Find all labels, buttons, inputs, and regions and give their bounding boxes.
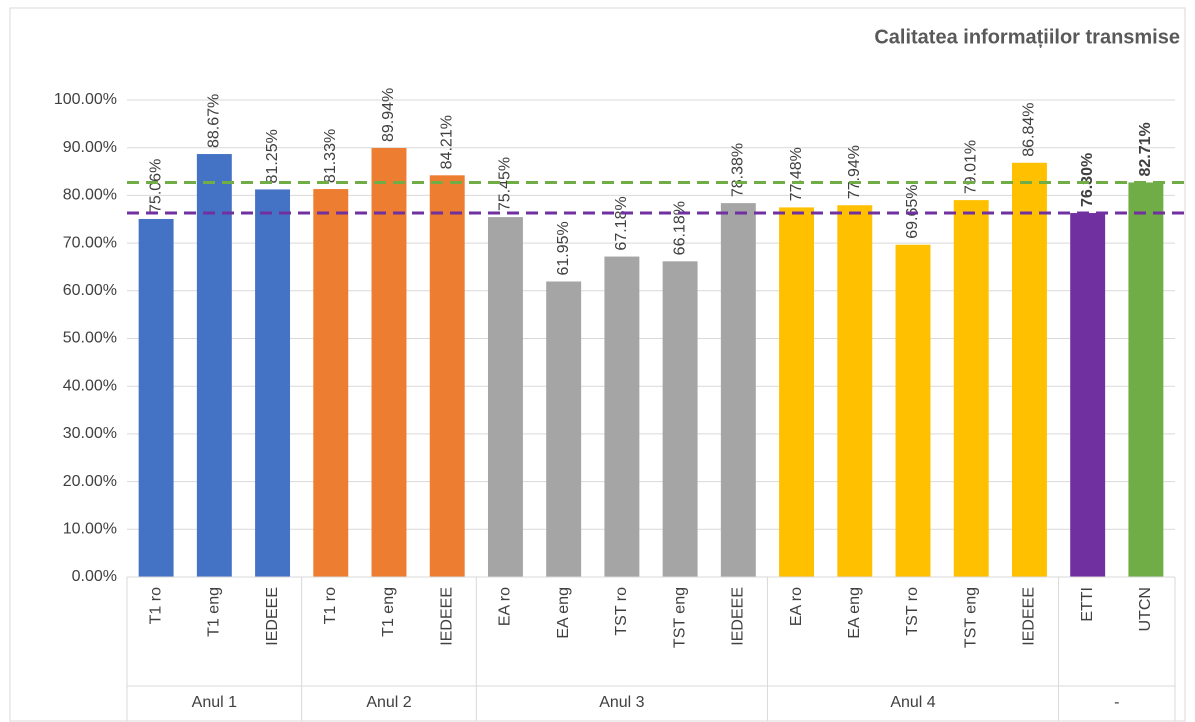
bar: [371, 147, 407, 577]
y-tick-label: 50.00%: [63, 330, 117, 347]
value-label: 75.06%: [147, 159, 164, 213]
bar: [720, 203, 756, 578]
bar: [662, 261, 698, 577]
bar: [895, 244, 931, 577]
x-tick-label: ETTI: [1079, 587, 1096, 622]
chart-border: [9, 7, 1186, 722]
value-label: 89.94%: [380, 88, 397, 142]
bar: [604, 256, 640, 577]
y-tick-label: 10.00%: [63, 521, 117, 538]
y-tick-label: 40.00%: [63, 377, 117, 394]
group-label: Anul 1: [192, 694, 237, 711]
group-label: Anul 4: [890, 694, 935, 711]
x-tick-label: EA ro: [497, 587, 514, 626]
value-label: 81.33%: [322, 129, 339, 183]
value-label: 77.94%: [846, 145, 863, 199]
x-tick-label: UTCN: [1137, 587, 1154, 631]
value-label: 81.25%: [264, 129, 281, 183]
value-label: 79.01%: [962, 140, 979, 194]
x-tick-label: IEDEEE: [1021, 587, 1038, 646]
y-tick-label: 90.00%: [63, 139, 117, 156]
chart-title: Calitatea informațiilor transmise: [874, 26, 1180, 48]
value-label: 76.30%: [1079, 153, 1096, 207]
x-tick-label: IEDEEE: [438, 587, 455, 646]
x-tick-label: TST ro: [904, 587, 921, 636]
bar: [487, 217, 523, 577]
y-tick-label: 80.00%: [63, 187, 117, 204]
value-label: 61.95%: [555, 221, 572, 275]
x-tick-label: T1 ro: [147, 587, 164, 624]
bar: [1011, 162, 1047, 577]
bar: [837, 205, 873, 577]
value-label: 84.21%: [438, 115, 455, 169]
y-tick-label: 70.00%: [63, 234, 117, 251]
x-tick-label: TST ro: [613, 587, 630, 636]
value-label: 75.45%: [497, 157, 514, 211]
y-tick-label: 0.00%: [72, 568, 117, 585]
group-label: -: [1114, 694, 1119, 711]
x-tick-label: TST eng: [962, 587, 979, 648]
group-label: Anul 3: [599, 694, 644, 711]
y-tick-label: 60.00%: [63, 282, 117, 299]
bar: [953, 200, 989, 577]
value-label: 67.18%: [613, 196, 630, 250]
bar: [779, 207, 815, 577]
x-tick-label: EA eng: [846, 587, 863, 639]
y-tick-label: 30.00%: [63, 425, 117, 442]
x-tick-label: EA eng: [555, 587, 572, 639]
bar: [429, 175, 465, 577]
x-tick-label: IEDEEE: [730, 587, 747, 646]
x-tick-label: T1 eng: [206, 587, 223, 637]
bar: [313, 189, 349, 577]
group-label: Anul 2: [366, 694, 411, 711]
x-tick-label: IEDEEE: [264, 587, 281, 646]
value-label: 86.84%: [1021, 103, 1038, 157]
x-tick-label: T1 ro: [322, 587, 339, 624]
bar: [1128, 182, 1164, 577]
y-tick-label: 100.00%: [54, 91, 117, 108]
bar: [1070, 213, 1106, 577]
x-tick-label: EA ro: [788, 587, 805, 626]
value-label: 88.67%: [206, 94, 223, 148]
bar: [546, 281, 582, 577]
y-tick-label: 20.00%: [63, 473, 117, 490]
x-tick-label: T1 eng: [380, 587, 397, 637]
x-tick-label: TST eng: [671, 587, 688, 648]
value-label: 82.71%: [1137, 122, 1154, 176]
bar: [138, 218, 174, 577]
value-label: 66.18%: [671, 201, 688, 255]
bar: [196, 154, 232, 577]
value-label: 78.38%: [730, 143, 747, 197]
value-label: 77.48%: [788, 147, 805, 201]
bar: [255, 189, 291, 577]
